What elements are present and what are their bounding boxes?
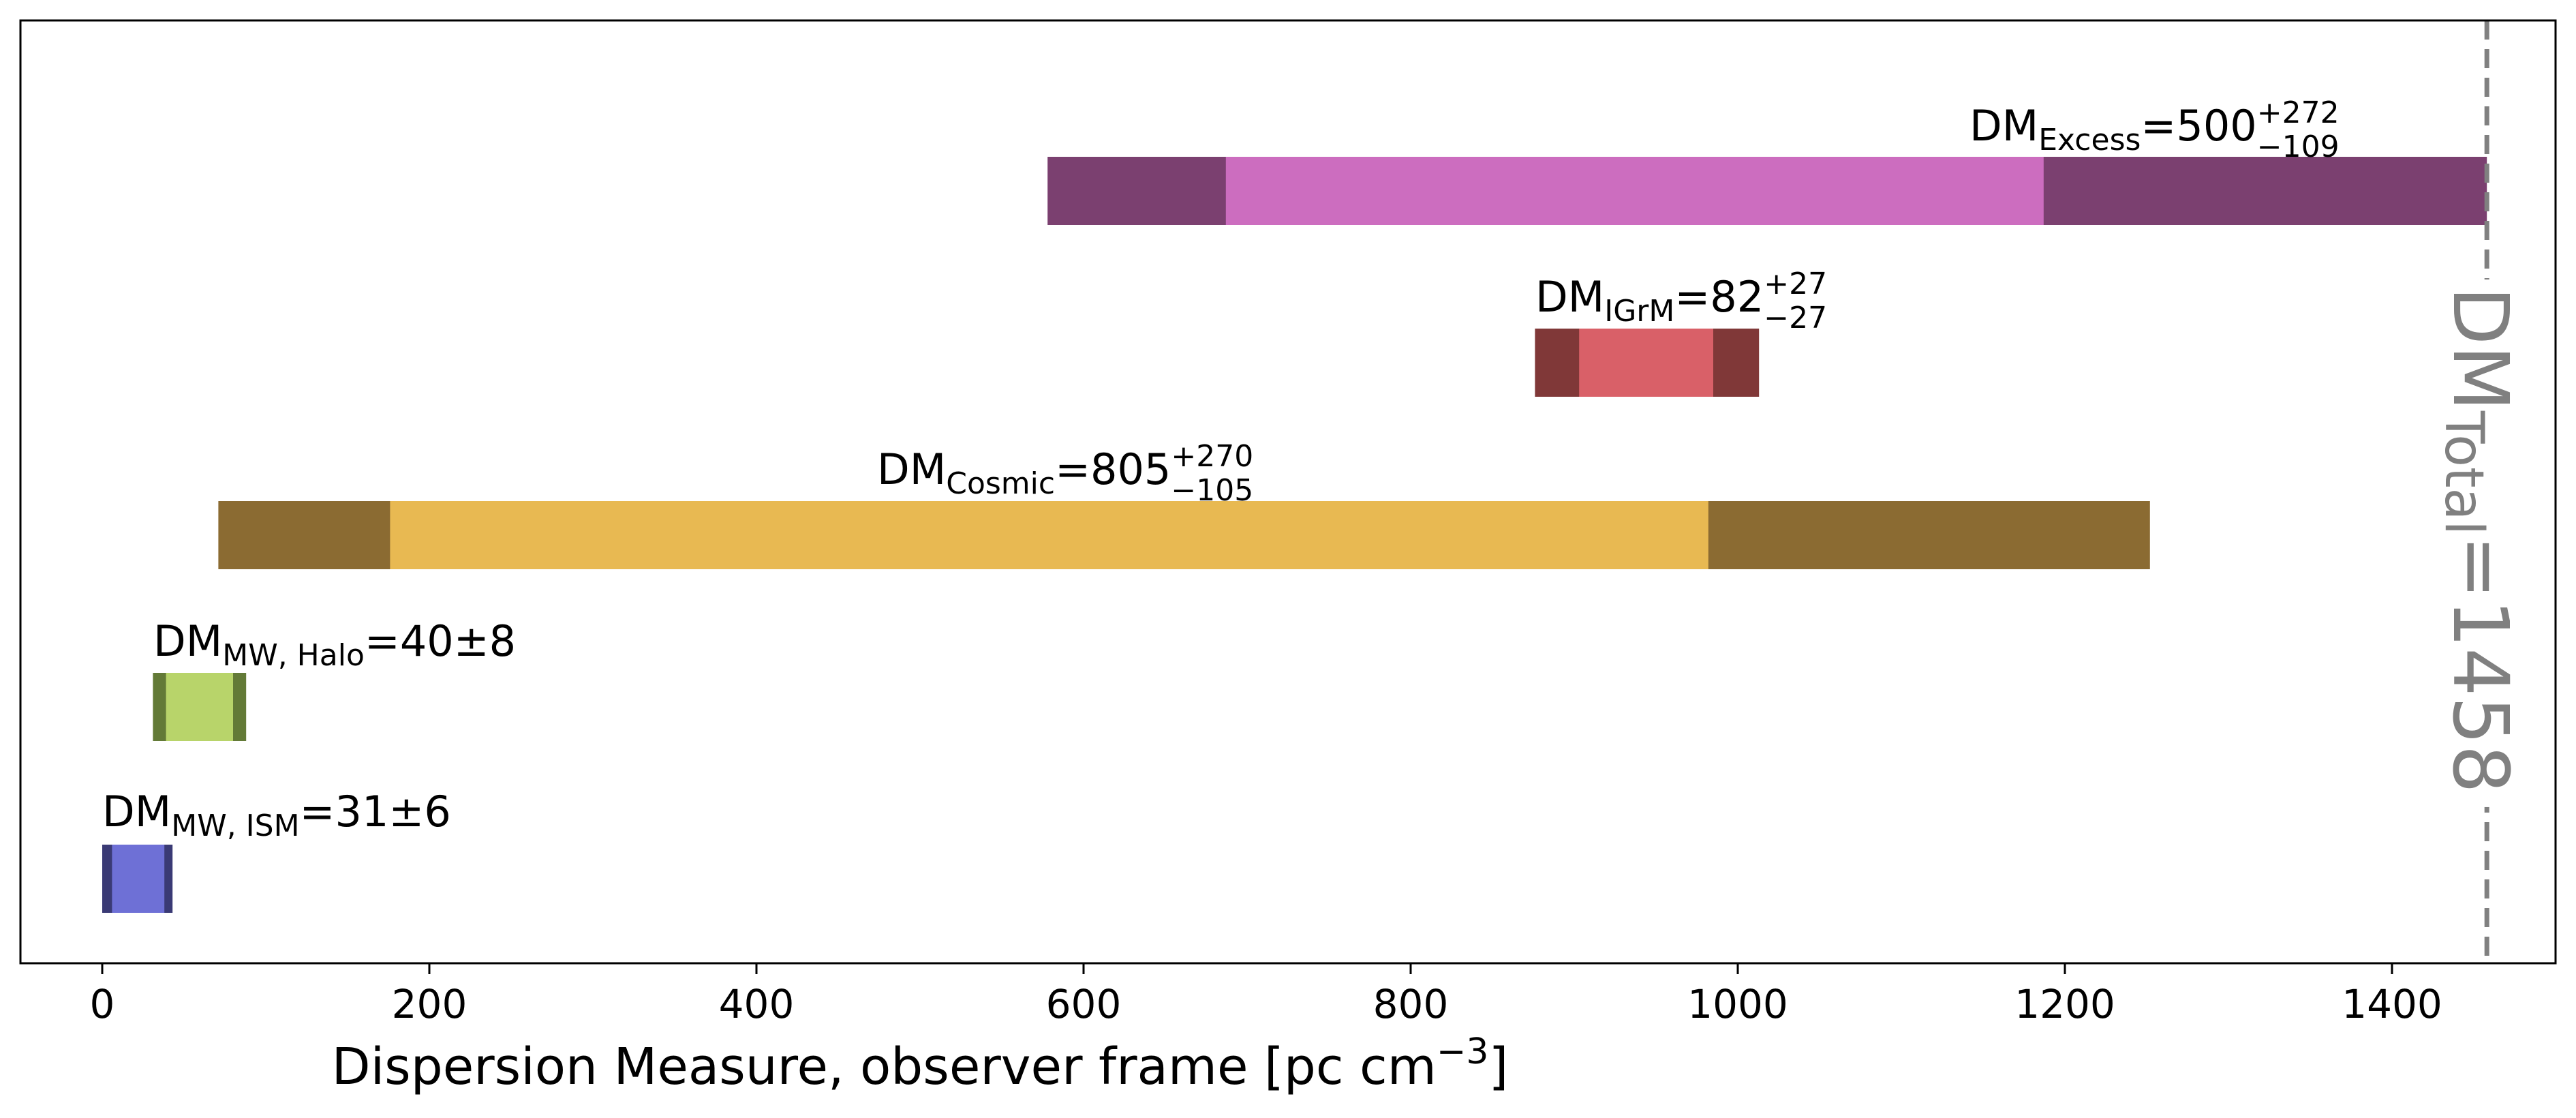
x-tick-label-1200: 1200 xyxy=(2014,981,2115,1027)
bar-label-value: =82 xyxy=(1674,272,1764,322)
bar-label-main: DM xyxy=(153,616,222,666)
bar-label-main: DM xyxy=(1969,101,2038,151)
bar-label-sub: IGrM xyxy=(1604,294,1674,329)
bar-label-main: DM xyxy=(102,787,171,836)
x-tick-label-1400: 1400 xyxy=(2342,981,2442,1027)
bar-label-low: −27 xyxy=(1764,301,1827,335)
bar-label-sub: Cosmic xyxy=(946,466,1055,501)
bar-label-0: DMExcess=500+272 −109 xyxy=(1969,95,2340,164)
bar-inner-1 xyxy=(1579,329,1713,397)
total-label-value: =1458 xyxy=(2436,535,2524,794)
total-label-sub: Total xyxy=(2433,410,2494,535)
bar-label-4: DMMW, ISM=31±6 xyxy=(102,787,451,843)
bar-label-sub: MW, Halo xyxy=(222,638,365,673)
bars-layer xyxy=(102,157,2487,913)
x-tick-label-800: 800 xyxy=(1373,981,1449,1027)
total-label-main: DM xyxy=(2436,286,2524,411)
total-label: DMTotal=1458 xyxy=(2433,286,2525,794)
bar-inner-2 xyxy=(390,501,1708,569)
bar-label-value: =40±8 xyxy=(365,616,516,666)
bar-label-sub: MW, ISM xyxy=(171,809,299,843)
total-layer: DMTotal=1458 xyxy=(2427,20,2524,963)
x-axis-label-sup: −3 xyxy=(1437,1031,1489,1072)
bar-label-sup: +270 xyxy=(1171,439,1253,474)
x-axis-label-suffix: ] xyxy=(1488,1038,1508,1096)
bar-label-sup: +272 xyxy=(2257,95,2340,130)
bar-label-value: =500 xyxy=(2141,101,2256,151)
bar-label-value: =31±6 xyxy=(300,787,451,836)
bar-label-low: −109 xyxy=(2257,130,2340,164)
x-tick-label-0: 0 xyxy=(90,981,115,1027)
x-tick-label-1000: 1000 xyxy=(1687,981,1788,1027)
bar-inner-0 xyxy=(1225,157,2044,225)
bar-label-2: DMCosmic=805+270 −105 xyxy=(877,439,1253,508)
bar-inner-3 xyxy=(166,673,233,741)
bar-label-sub: Excess xyxy=(2038,123,2141,157)
bar-label-1: DMIGrM=82+27 −27 xyxy=(1535,267,1827,335)
x-tick-label-400: 400 xyxy=(719,981,795,1027)
bar-label-main: DM xyxy=(1535,272,1604,322)
x-tick-label-200: 200 xyxy=(392,981,467,1027)
plot-frame xyxy=(19,19,2557,965)
x-axis-label: Dispersion Measure, observer frame [pc c… xyxy=(332,1031,1509,1096)
bar-label-sup: +27 xyxy=(1764,267,1827,301)
x-axis: 0 200 400 600 800 1000 1200 1400 xyxy=(90,963,2442,1027)
bar-label-value: =805 xyxy=(1055,444,1171,494)
bar-label-3: DMMW, Halo=40±8 xyxy=(153,616,516,673)
bar-inner-4 xyxy=(112,845,165,913)
bar-label-low: −105 xyxy=(1171,473,1253,508)
total-label-background xyxy=(2427,280,2524,807)
bar-label-main: DM xyxy=(877,444,946,494)
x-tick-label-600: 600 xyxy=(1046,981,1122,1027)
x-axis-label-main: Dispersion Measure, observer frame [pc c… xyxy=(332,1038,1437,1096)
